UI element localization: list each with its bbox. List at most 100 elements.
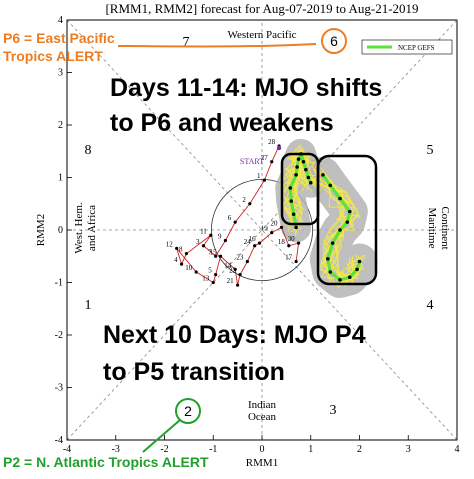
p6-alert-circle-label: 6 [330, 33, 338, 49]
observed-point [233, 267, 237, 271]
forecast-mean-point [357, 259, 362, 264]
forecast-mean-point [347, 275, 352, 280]
observed-point [233, 220, 237, 224]
phase-number-8: 8 [85, 143, 92, 158]
region-label-top: Western Pacific [227, 29, 296, 41]
ensemble-member-line [319, 173, 359, 280]
observed-day-label: 10 [185, 264, 193, 272]
observed-point [179, 262, 184, 266]
observed-point [214, 273, 218, 277]
observed-day-label: 22 [229, 267, 237, 275]
observed-day-label: 20 [271, 219, 279, 227]
forecast-mean-point [328, 183, 333, 188]
y-tick-label: -1 [55, 278, 63, 289]
forecast-mean-point [347, 209, 352, 214]
observed-day-label: 2 [242, 196, 246, 204]
region-label-right-1: Maritime [426, 208, 438, 249]
observed-point [296, 241, 301, 245]
p6-alert-line2: Tropics ALERT [3, 48, 103, 64]
forecast-mean-point [328, 270, 333, 274]
observed-point [262, 178, 267, 182]
amplitude-circle [210, 178, 314, 282]
observed-path: 2827126973118412101351514212223241619201… [166, 138, 301, 287]
annotation-bottom-line2: to P5 transition [103, 358, 285, 386]
x-tick-label: 0 [260, 444, 265, 455]
observed-day-label: 30 [288, 235, 296, 243]
phase-number-4: 4 [427, 298, 434, 313]
phase-number-5: 5 [427, 143, 434, 158]
observed-day-label: 17 [285, 254, 293, 262]
annotation-top-line2: to P6 and weakens [110, 109, 334, 137]
phase-number-3: 3 [330, 403, 337, 418]
p2-alert-circle-label: 2 [184, 403, 192, 419]
x-tick-label: -3 [112, 444, 120, 455]
x-tick-label: -1 [209, 444, 217, 455]
annotation-bottom-line1: Next 10 Days: MJO P4 [103, 321, 366, 349]
forecast-mean-point [338, 228, 342, 232]
observed-point [287, 244, 291, 248]
observed-point [201, 244, 206, 248]
forecast-mean-point [301, 159, 306, 164]
x-tick-label: -2 [160, 444, 168, 455]
observed-day-label: 6 [228, 214, 232, 222]
observed-day-label: 14 [224, 261, 232, 269]
observed-day-label: 1 [257, 172, 261, 180]
phase-number-1: 1 [85, 298, 92, 313]
y-tick-label: -2 [55, 330, 63, 341]
p6-alert-line1: P6 = East Pacific [3, 30, 115, 46]
observed-point [253, 244, 257, 248]
phase-dividers [66, 19, 458, 441]
forecast-mean-point [294, 225, 298, 230]
observed-day-label: 9 [218, 233, 222, 241]
observed-point [238, 273, 242, 277]
x-tick-label: 2 [357, 444, 362, 455]
observed-point [257, 241, 262, 245]
observed-point [194, 270, 198, 274]
forecast-mean-point [288, 186, 293, 190]
observed-day-label: 27 [261, 154, 269, 162]
legend-box [361, 39, 453, 55]
ensemble-member-line [320, 178, 361, 279]
y-tick-label: 3 [58, 68, 63, 79]
y-tick-label: 4 [58, 15, 63, 26]
observed-point [223, 238, 228, 243]
region-label-left-2: and Africa [86, 205, 98, 251]
forecast-mean-point [289, 199, 294, 203]
region-label-right-2: Continent [439, 206, 451, 249]
chart-title: [RMM1, RMM2] forecast for Aug-07-2019 to… [105, 1, 418, 16]
observed-day-label: 21 [227, 277, 235, 285]
forecast-mean-point [338, 278, 342, 282]
forecast-mean-point [295, 165, 299, 169]
p5-highlight-box [316, 154, 378, 286]
observed-day-label: 5 [208, 267, 212, 275]
p6-alert-circle [321, 28, 347, 54]
observed-day-label: 3 [196, 238, 200, 246]
observed-day-label: 28 [268, 138, 276, 146]
y-tick-label: 0 [58, 225, 63, 236]
forecast-mean-point [355, 267, 359, 272]
y-axis-label: RMM2 [35, 214, 47, 246]
y-tick-label: -4 [55, 435, 63, 446]
observed-day-label: 16 [249, 235, 257, 243]
x-axis-label: RMM1 [246, 457, 278, 469]
x-tick-label: 1 [308, 444, 313, 455]
p2-alert-circle [175, 398, 201, 424]
observed-day-label: 7 [208, 248, 212, 256]
region-label-bottom-1: Indian [248, 399, 277, 411]
observed-day-label: 11 [200, 227, 207, 235]
y-tick-label: 1 [58, 173, 63, 184]
observed-point [209, 233, 213, 237]
observed-point [175, 246, 179, 250]
x-tick-label: -4 [63, 444, 71, 455]
forecast-mean-point [308, 180, 313, 185]
observed-point [294, 259, 298, 264]
observed-point [184, 252, 189, 256]
ensemble-member-line [314, 168, 356, 281]
observed-day-label: 13 [202, 275, 210, 283]
observed-day-label: 8 [179, 246, 183, 254]
start-point [276, 145, 282, 151]
y-tick-label: -3 [55, 383, 63, 394]
y-tick-label: 2 [58, 120, 63, 131]
